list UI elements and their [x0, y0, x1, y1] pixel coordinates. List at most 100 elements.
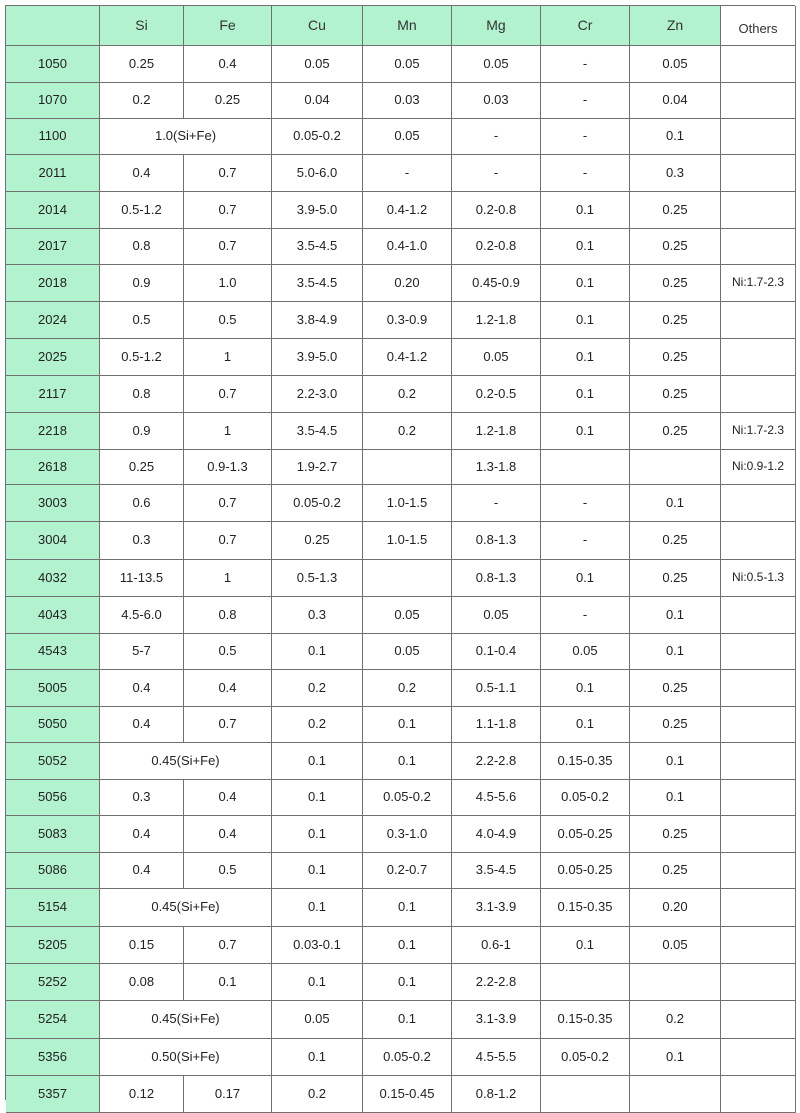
fe-cell: 0.5	[184, 302, 272, 339]
mg-cell: 0.5-1.1	[452, 670, 541, 707]
table-row: 5086 0.4 0.5 0.1 0.2-0.7 3.5-4.5 0.05-0.25 0.25	[6, 853, 796, 889]
cu-cell: 3.5-4.5	[272, 265, 363, 302]
mn-cell: -	[363, 155, 452, 192]
table-row: 2025 0.5-1.2 1 3.9-5.0 0.4-1.2 0.05 0.1 0.25	[6, 339, 796, 376]
zn-cell: 0.25	[630, 265, 721, 302]
grade-cell: 4043	[6, 597, 100, 634]
grade-cell: 2014	[6, 192, 100, 229]
si-cell: 0.9	[100, 265, 184, 302]
grade-cell: 2117	[6, 376, 100, 413]
mn-cell: 0.1	[363, 1001, 452, 1039]
others-cell: Ni:1.7-2.3	[721, 265, 796, 302]
mn-cell: 0.1	[363, 927, 452, 964]
zn-cell: 0.04	[630, 83, 721, 119]
si-fe-combined-cell: 0.45(Si+Fe)	[100, 1001, 272, 1039]
cu-cell: 3.9-5.0	[272, 192, 363, 229]
fe-cell: 0.4	[184, 670, 272, 707]
header-row: Si Fe Cu Mn Mg Cr Zn Others	[6, 6, 796, 46]
table-row: 4043 4.5-6.0 0.8 0.3 0.05 0.05-0.1	[6, 597, 796, 634]
header-mg: Mg	[452, 6, 541, 46]
table-row: 5356 0.50(Si+Fe) 0.1 0.05-0.2 4.5-5.5 0.05-0.…	[6, 1039, 796, 1076]
mg-cell: 1.1-1.8	[452, 707, 541, 743]
table-row: 5252 0.08 0.1 0.1 0.1 2.2-2.8	[6, 964, 796, 1001]
table-row: 5154 0.45(Si+Fe) 0.1 0.1 3.1-3.9 0.15-0.35 0.2…	[6, 889, 796, 927]
si-cell: 0.4	[100, 670, 184, 707]
zn-cell: 0.25	[630, 413, 721, 450]
others-cell	[721, 229, 796, 265]
cu-cell: 0.05	[272, 1001, 363, 1039]
grade-cell: 2011	[6, 155, 100, 192]
si-cell: 11-13.5	[100, 560, 184, 597]
cr-cell	[541, 964, 630, 1001]
table-row: 2014 0.5-1.2 0.7 3.9-5.0 0.4-1.2 0.2-0.8 0.1 0.…	[6, 192, 796, 229]
cr-cell: 0.15-0.35	[541, 1001, 630, 1039]
table-row: 5357 0.12 0.17 0.2 0.15-0.45 0.8-1.2	[6, 1076, 796, 1113]
zn-cell: 0.25	[630, 376, 721, 413]
mn-cell: 0.4-1.0	[363, 229, 452, 265]
others-cell	[721, 1039, 796, 1076]
fe-cell: 0.7	[184, 155, 272, 192]
table-row: 5056 0.3 0.4 0.1 0.05-0.2 4.5-5.6 0.05-0.2 0.1	[6, 780, 796, 816]
others-cell	[721, 816, 796, 853]
cu-cell: 0.2	[272, 707, 363, 743]
grade-cell: 2218	[6, 413, 100, 450]
cr-cell	[541, 1076, 630, 1113]
header-mn: Mn	[363, 6, 452, 46]
others-cell	[721, 634, 796, 670]
fe-cell: 0.1	[184, 964, 272, 1001]
cu-cell: 0.3	[272, 597, 363, 634]
grade-cell: 5005	[6, 670, 100, 707]
cu-cell: 0.2	[272, 1076, 363, 1113]
mn-cell: 0.2	[363, 376, 452, 413]
mn-cell: 0.05	[363, 634, 452, 670]
cu-cell: 0.05	[272, 46, 363, 83]
cu-cell: 0.05-0.2	[272, 485, 363, 522]
fe-cell: 0.4	[184, 780, 272, 816]
table-row: 5005 0.4 0.4 0.2 0.2 0.5-1.1 0.1 0.25	[6, 670, 796, 707]
cu-cell: 0.03-0.1	[272, 927, 363, 964]
cu-cell: 2.2-3.0	[272, 376, 363, 413]
zn-cell: 0.25	[630, 707, 721, 743]
others-cell	[721, 743, 796, 780]
cr-cell: 0.05-0.25	[541, 853, 630, 889]
zn-cell: 0.1	[630, 743, 721, 780]
si-cell: 0.2	[100, 83, 184, 119]
mg-cell: 0.2-0.8	[452, 192, 541, 229]
grade-cell: 2618	[6, 450, 100, 485]
fe-cell: 0.4	[184, 816, 272, 853]
zn-cell: 0.25	[630, 339, 721, 376]
cr-cell: -	[541, 119, 630, 155]
mg-cell: 0.8-1.2	[452, 1076, 541, 1113]
grade-cell: 5356	[6, 1039, 100, 1076]
cu-cell: 0.1	[272, 780, 363, 816]
table-row: 3003 0.6 0.7 0.05-0.2 1.0-1.5- -0.1	[6, 485, 796, 522]
others-cell	[721, 376, 796, 413]
mn-cell: 0.05	[363, 119, 452, 155]
table-row: 4543 5-7 0.5 0.1 0.05 0.1-0.4 0.05 0.1	[6, 634, 796, 670]
cr-cell: 0.1	[541, 339, 630, 376]
cr-cell: -	[541, 522, 630, 560]
zn-cell: 0.25	[630, 229, 721, 265]
cu-cell: 3.5-4.5	[272, 229, 363, 265]
cu-cell: 0.05-0.2	[272, 119, 363, 155]
others-cell	[721, 780, 796, 816]
mg-cell: -	[452, 119, 541, 155]
others-cell	[721, 485, 796, 522]
mg-cell: 2.2-2.8	[452, 964, 541, 1001]
mg-cell: 0.2-0.8	[452, 229, 541, 265]
others-cell	[721, 522, 796, 560]
si-cell: 0.08	[100, 964, 184, 1001]
zn-cell: 0.1	[630, 780, 721, 816]
zn-cell	[630, 964, 721, 1001]
mn-cell: 0.03	[363, 83, 452, 119]
grade-cell: 5252	[6, 964, 100, 1001]
fe-cell: 0.7	[184, 522, 272, 560]
others-cell	[721, 339, 796, 376]
si-cell: 0.4	[100, 816, 184, 853]
others-cell	[721, 889, 796, 927]
cr-cell: 0.1	[541, 927, 630, 964]
si-fe-combined-cell: 0.45(Si+Fe)	[100, 889, 272, 927]
cr-cell: 0.15-0.35	[541, 889, 630, 927]
fe-cell: 0.17	[184, 1076, 272, 1113]
mn-cell	[363, 560, 452, 597]
